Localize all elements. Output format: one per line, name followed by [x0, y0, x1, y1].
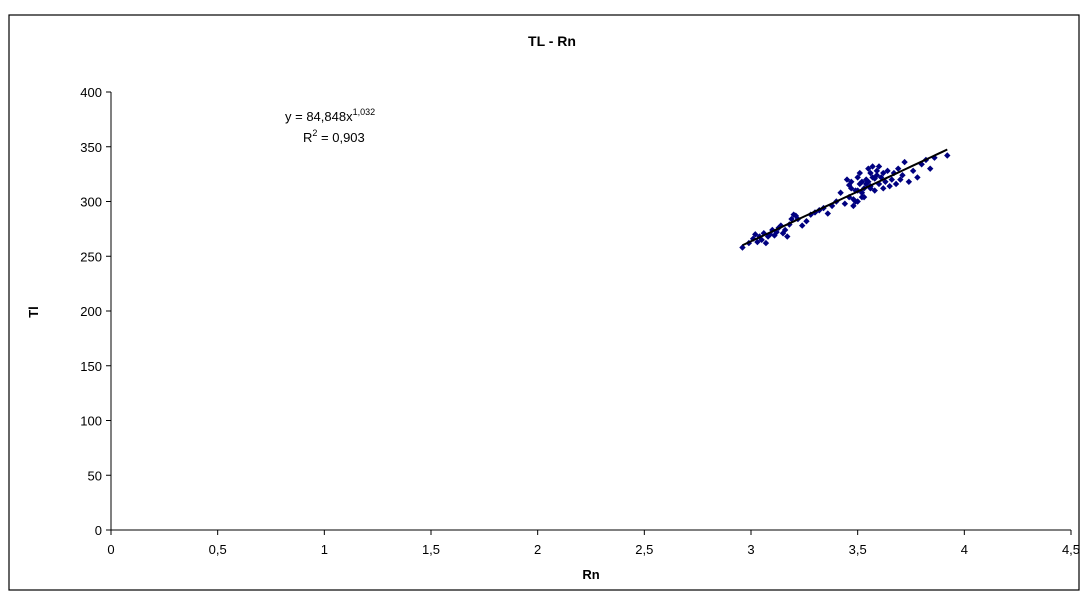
data-point	[856, 169, 863, 177]
data-point	[837, 189, 844, 196]
data-point	[843, 176, 851, 183]
data-point	[880, 169, 887, 177]
data-points	[739, 152, 951, 251]
data-point	[848, 185, 855, 192]
y-tick-label: 150	[80, 359, 102, 374]
x-tick-label: 3	[747, 542, 754, 557]
x-tick-label: 2,5	[635, 542, 653, 557]
data-point	[865, 178, 872, 185]
data-point	[752, 231, 759, 238]
data-point	[882, 178, 889, 185]
data-point	[899, 172, 906, 179]
data-point	[767, 231, 774, 238]
y-tick-label: 300	[80, 195, 102, 210]
equation-exponent: 1,032	[353, 107, 376, 117]
y-tick-label: 350	[80, 140, 102, 155]
y-axis-ticks: 0 50 100 150 200 250 300 350 400	[80, 85, 111, 538]
y-tick-label: 200	[80, 304, 102, 319]
trendline	[742, 148, 948, 247]
x-tick-label: 3,5	[849, 542, 867, 557]
y-tick-label: 250	[80, 249, 102, 264]
data-point	[754, 238, 761, 246]
data-point	[871, 187, 878, 194]
trendline-r-squared: R2 = 0,903	[303, 128, 365, 145]
data-point	[777, 222, 785, 229]
data-point	[792, 212, 799, 219]
data-point	[901, 158, 908, 166]
data-point	[841, 200, 849, 207]
data-point	[758, 236, 765, 244]
data-point	[854, 174, 861, 181]
data-point	[867, 169, 874, 177]
x-axis-title: Rn	[582, 567, 599, 582]
data-point	[773, 228, 780, 236]
data-point	[892, 180, 900, 188]
trendline-equation: y = 84,848x1,032	[285, 107, 375, 124]
data-point	[914, 174, 921, 181]
data-point	[944, 152, 951, 159]
data-point	[895, 165, 902, 172]
data-point	[807, 211, 814, 218]
x-tick-label: 4	[961, 542, 968, 557]
data-point	[848, 178, 855, 185]
data-point	[803, 218, 810, 225]
data-point	[871, 175, 878, 182]
data-point	[784, 233, 791, 240]
data-point	[918, 161, 925, 168]
data-point	[781, 226, 789, 234]
data-point	[873, 167, 881, 175]
data-point	[886, 182, 893, 190]
chart-title: TL - Rn	[528, 33, 576, 49]
data-point	[856, 180, 863, 188]
y-tick-label: 100	[80, 414, 102, 429]
data-point	[905, 178, 913, 185]
chart-border	[8, 14, 1080, 591]
data-point	[884, 167, 891, 175]
data-point	[769, 226, 776, 234]
data-point	[863, 180, 870, 188]
x-axis-ticks: 0 0,5 1 1,5 2 2,5 3 3,5 4 4,5	[107, 530, 1080, 557]
data-point	[860, 193, 868, 201]
x-tick-label: 1	[321, 542, 328, 557]
data-point	[799, 222, 806, 229]
data-point	[865, 165, 872, 172]
r2-suffix: = 0,903	[317, 130, 364, 145]
data-point	[869, 174, 876, 181]
x-tick-label: 1,5	[422, 542, 440, 557]
data-point	[824, 210, 831, 217]
data-point	[760, 230, 767, 237]
x-tick-label: 4,5	[1062, 542, 1080, 557]
equation-prefix: y = 84,848x	[285, 109, 353, 124]
data-point	[739, 244, 746, 251]
y-tick-label: 50	[88, 468, 102, 483]
data-point	[880, 185, 887, 192]
data-point	[877, 174, 885, 181]
data-point	[909, 167, 917, 175]
data-point	[927, 165, 934, 172]
data-point	[852, 198, 859, 205]
data-point	[869, 163, 876, 170]
y-tick-label: 0	[95, 523, 102, 538]
r2-exponent: 2	[312, 128, 317, 138]
data-point	[850, 196, 857, 203]
r2-prefix: R	[303, 130, 312, 145]
data-point	[850, 202, 857, 210]
data-point	[762, 239, 770, 247]
x-tick-label: 2	[534, 542, 541, 557]
y-axis-title: Tl	[26, 306, 41, 318]
data-point	[863, 176, 870, 183]
data-point	[888, 176, 895, 183]
x-tick-label: 0,5	[209, 542, 227, 557]
data-point	[873, 172, 881, 179]
data-point	[875, 163, 883, 170]
data-point	[897, 176, 904, 183]
x-tick-label: 0	[107, 542, 114, 557]
y-tick-label: 400	[80, 85, 102, 100]
